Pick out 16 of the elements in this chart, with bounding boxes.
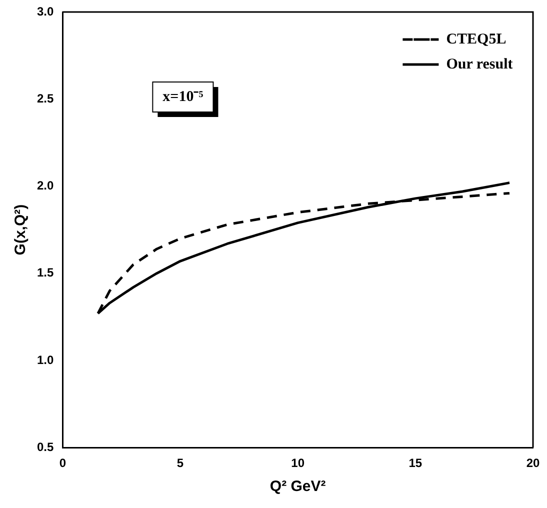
annotation: x=10⁻⁵ [162, 88, 204, 105]
x-tick-label: 5 [176, 456, 184, 470]
x-axis-title: Q² GeV² [270, 478, 326, 496]
y-tick-label: 2.0 [36, 178, 54, 193]
y-axis-title: G(x,Q²) [12, 204, 30, 256]
x-tick-label: 0 [59, 456, 66, 470]
y-tick-label: 0.5 [36, 440, 54, 454]
y-tick-label: 1.0 [36, 352, 54, 367]
x-tick-label: 20 [526, 456, 540, 470]
x-tick-label: 15 [408, 456, 422, 470]
y-tick-label: 2.5 [36, 91, 54, 106]
legend-label: Our result [446, 56, 513, 72]
x-tick-label: 10 [291, 456, 305, 470]
legend-label: CTEQ5L [446, 31, 506, 48]
y-tick-label: 1.5 [36, 266, 54, 280]
y-tick-label: 3.0 [36, 4, 54, 18]
